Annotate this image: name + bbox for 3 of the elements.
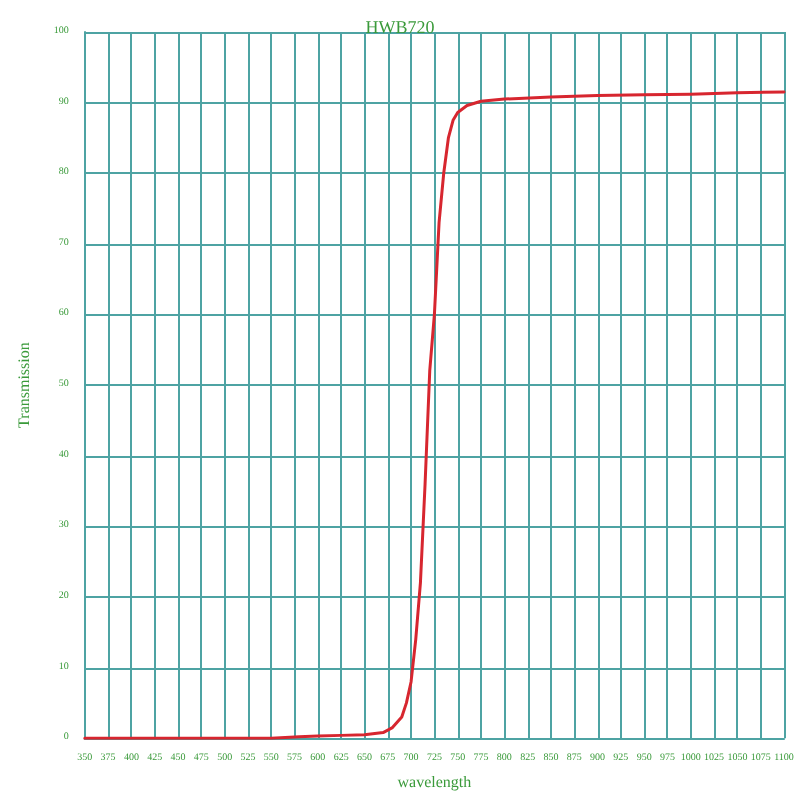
- chart-title: HWB720: [365, 17, 436, 37]
- y-axis-title: Transmission: [15, 342, 33, 428]
- x-axis-title: wavelength: [397, 773, 472, 791]
